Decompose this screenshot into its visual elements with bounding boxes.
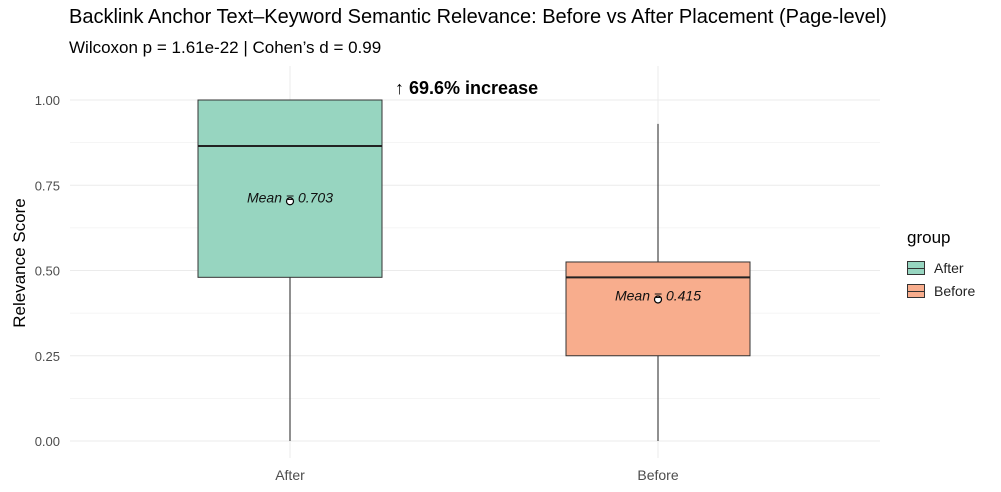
chart-subtitle: Wilcoxon p = 1.61e-22 | Cohen’s d = 0.99 (69, 38, 382, 57)
mean-label: Mean = 0.415 (615, 287, 701, 303)
legend-title: group (907, 228, 951, 247)
chart-title: Backlink Anchor Text–Keyword Semantic Re… (69, 6, 887, 28)
y-tick-label: 1.00 (35, 93, 60, 108)
y-axis-label: Relevance Score (10, 198, 29, 327)
boxes (197, 99, 751, 441)
legend-item-after: After (907, 256, 975, 279)
box-after (197, 99, 383, 278)
grid (70, 66, 880, 458)
labels: 0.00 0.25 0.50 0.75 1.00 Mean = 0.703 After Mea… (10, 78, 701, 483)
legend-swatch (907, 260, 925, 275)
box-before (565, 261, 751, 357)
increase-annotation: ↑ 69.6% increase (395, 78, 538, 98)
y-tick-label: 0.75 (35, 178, 60, 193)
legend-label: Before (934, 282, 976, 299)
legend-label: After (934, 259, 964, 276)
legend-item-before: Before (907, 279, 975, 302)
mean-marker (285, 197, 295, 206)
legend-swatch-median (908, 290, 924, 292)
legend-swatch-median (908, 267, 924, 269)
y-tick-label: 0.25 (35, 349, 60, 364)
x-tick-label: Before (637, 467, 678, 483)
x-tick-label: After (275, 467, 305, 483)
legend-swatch (907, 283, 925, 298)
mean-label: Mean = 0.703 (247, 189, 333, 205)
legend: group After Before (907, 228, 975, 302)
mean-marker (653, 295, 663, 304)
y-tick-label: 0.50 (35, 264, 60, 279)
y-tick-label: 0.00 (35, 434, 60, 449)
